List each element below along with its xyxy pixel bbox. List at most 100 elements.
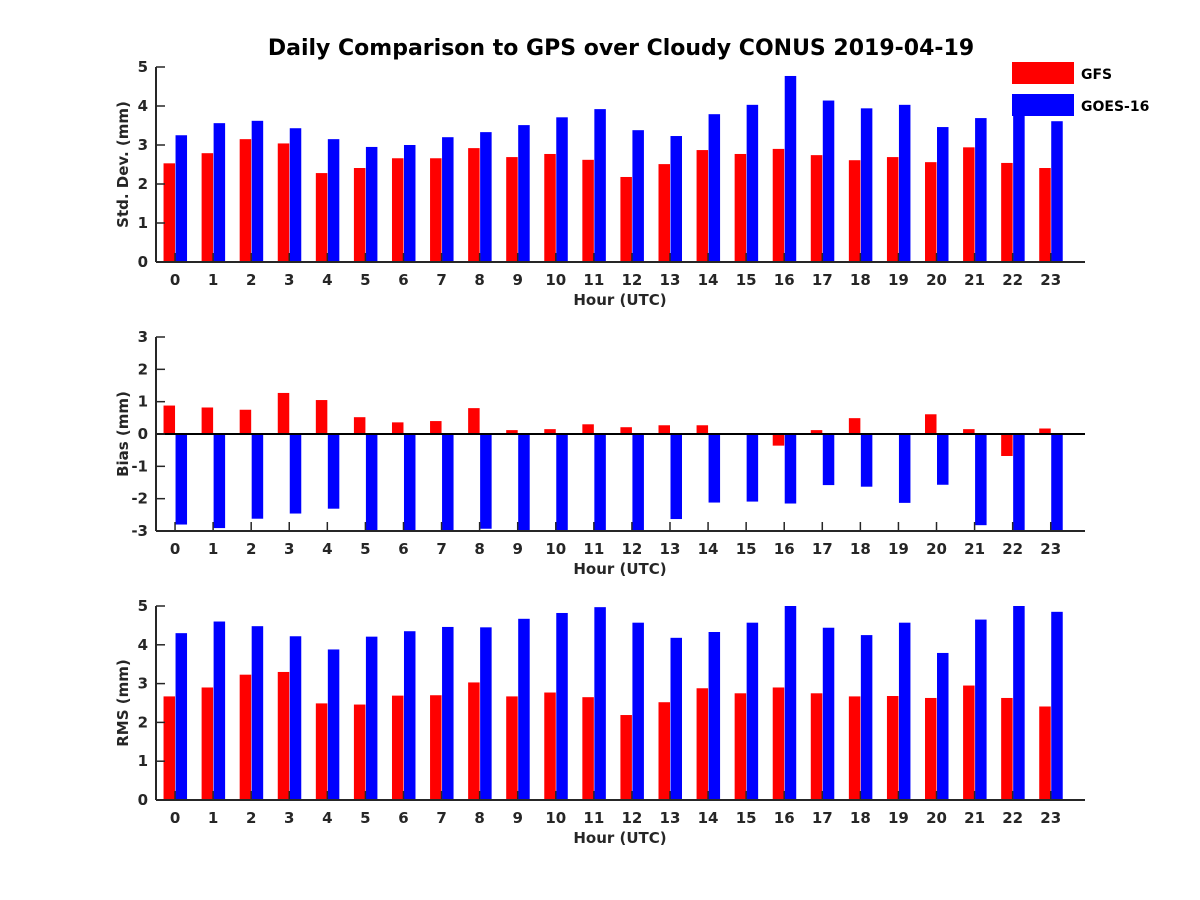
bar-goes-16-17 [822, 627, 835, 800]
y-tick-label: 0 [138, 425, 148, 443]
bar-goes-16-10 [556, 612, 568, 800]
bar-gfs-18 [848, 160, 861, 262]
bar-gfs-19 [886, 696, 899, 800]
bar-goes-16-6 [403, 145, 416, 262]
series-gfs [163, 671, 1051, 800]
bar-gfs-7 [430, 421, 442, 434]
y-tick-label: 1 [138, 752, 148, 770]
bar-goes-16-22 [1013, 114, 1025, 262]
bar-gfs-3 [277, 671, 290, 800]
bar-gfs-23 [1039, 168, 1051, 262]
bar-goes-16-14 [708, 434, 721, 503]
y-axis-label: Std. Dev. (mm) [114, 101, 132, 228]
bar-goes-16-2 [251, 120, 264, 262]
bar-gfs-13 [658, 164, 670, 262]
x-tick-label: 22 [1002, 271, 1023, 289]
bar-gfs-13 [658, 702, 670, 800]
bar-gfs-11 [582, 697, 594, 800]
y-tick-label: 1 [138, 393, 148, 411]
x-tick-label: 17 [812, 271, 833, 289]
y-tick-label: 2 [138, 713, 148, 731]
bar-gfs-6 [391, 422, 404, 434]
bar-goes-16-20 [937, 434, 949, 485]
bar-gfs-0 [163, 163, 176, 262]
bar-goes-16-1 [213, 123, 226, 262]
x-tick-label: 23 [1040, 809, 1061, 827]
bar-goes-16-14 [708, 632, 721, 800]
bar-goes-16-1 [213, 621, 226, 800]
x-tick-label: 13 [660, 271, 681, 289]
bar-gfs-16 [772, 434, 785, 446]
x-tick-label: 10 [545, 271, 566, 289]
bar-gfs-3 [277, 392, 290, 434]
x-tick-label: 4 [322, 809, 332, 827]
bar-goes-16-18 [860, 635, 873, 800]
bar-goes-16-6 [403, 434, 416, 531]
bar-gfs-16 [772, 687, 785, 800]
bar-goes-16-8 [480, 627, 492, 800]
x-tick-label: 19 [888, 540, 909, 558]
bar-goes-16-22 [1013, 434, 1025, 531]
x-tick-label: 14 [698, 271, 719, 289]
bar-gfs-13 [658, 425, 670, 434]
x-tick-label: 21 [964, 809, 985, 827]
bar-gfs-12 [620, 427, 632, 434]
bar-gfs-14 [696, 425, 709, 434]
x-tick-label: 10 [545, 540, 566, 558]
bar-goes-16-12 [632, 434, 644, 531]
y-tick-label: 3 [138, 136, 148, 154]
x-tick-label: 8 [474, 809, 484, 827]
x-tick-label: 5 [360, 540, 370, 558]
bar-goes-16-3 [289, 636, 302, 800]
bar-goes-16-19 [898, 104, 911, 262]
bar-gfs-8 [468, 682, 480, 800]
bar-gfs-22 [1001, 434, 1013, 456]
x-tick-label: 17 [812, 540, 833, 558]
bar-gfs-21 [963, 685, 975, 800]
bar-goes-16-13 [670, 136, 682, 262]
bar-gfs-12 [620, 176, 632, 262]
bar-gfs-17 [810, 430, 823, 434]
x-axis-label: Hour (UTC) [573, 829, 666, 847]
y-axis-label: RMS (mm) [114, 659, 132, 746]
x-tick-label: 0 [170, 809, 180, 827]
x-tick-label: 16 [774, 540, 795, 558]
x-tick-label: 6 [398, 809, 408, 827]
x-tick-label: 9 [512, 540, 522, 558]
bar-gfs-1 [201, 687, 214, 800]
bar-goes-16-11 [594, 109, 606, 263]
x-tick-label: 2 [246, 809, 256, 827]
y-tick-label: 1 [138, 214, 148, 232]
bar-goes-16-9 [518, 125, 530, 262]
y-tick-label: 0 [138, 791, 148, 809]
bar-gfs-12 [620, 715, 632, 800]
bar-goes-16-0 [175, 434, 188, 525]
x-tick-label: 12 [621, 809, 642, 827]
bar-goes-16-12 [632, 622, 644, 800]
x-tick-label: 21 [964, 271, 985, 289]
bar-gfs-8 [468, 408, 480, 434]
x-tick-label: 13 [660, 809, 681, 827]
bar-goes-16-12 [632, 130, 644, 262]
x-tick-label: 9 [512, 809, 522, 827]
y-tick-label: 3 [138, 328, 148, 346]
x-tick-label: 7 [436, 809, 446, 827]
x-tick-label: 4 [322, 540, 332, 558]
bar-goes-16-23 [1051, 611, 1063, 800]
bar-goes-16-21 [975, 434, 987, 526]
y-tick-label: 4 [138, 636, 148, 654]
y-tick-label: 3 [138, 675, 148, 693]
legend-label-gfs: GFS [1081, 67, 1112, 83]
bar-gfs-21 [963, 147, 975, 262]
bar-gfs-15 [734, 153, 747, 262]
bar-goes-16-0 [175, 135, 188, 262]
bar-gfs-2 [239, 674, 252, 800]
bar-gfs-4 [315, 173, 328, 262]
x-tick-label: 19 [888, 809, 909, 827]
x-tick-label: 15 [736, 809, 757, 827]
y-tick-label: 5 [138, 597, 148, 615]
bar-goes-16-2 [251, 434, 264, 519]
bar-goes-16-7 [442, 137, 454, 262]
